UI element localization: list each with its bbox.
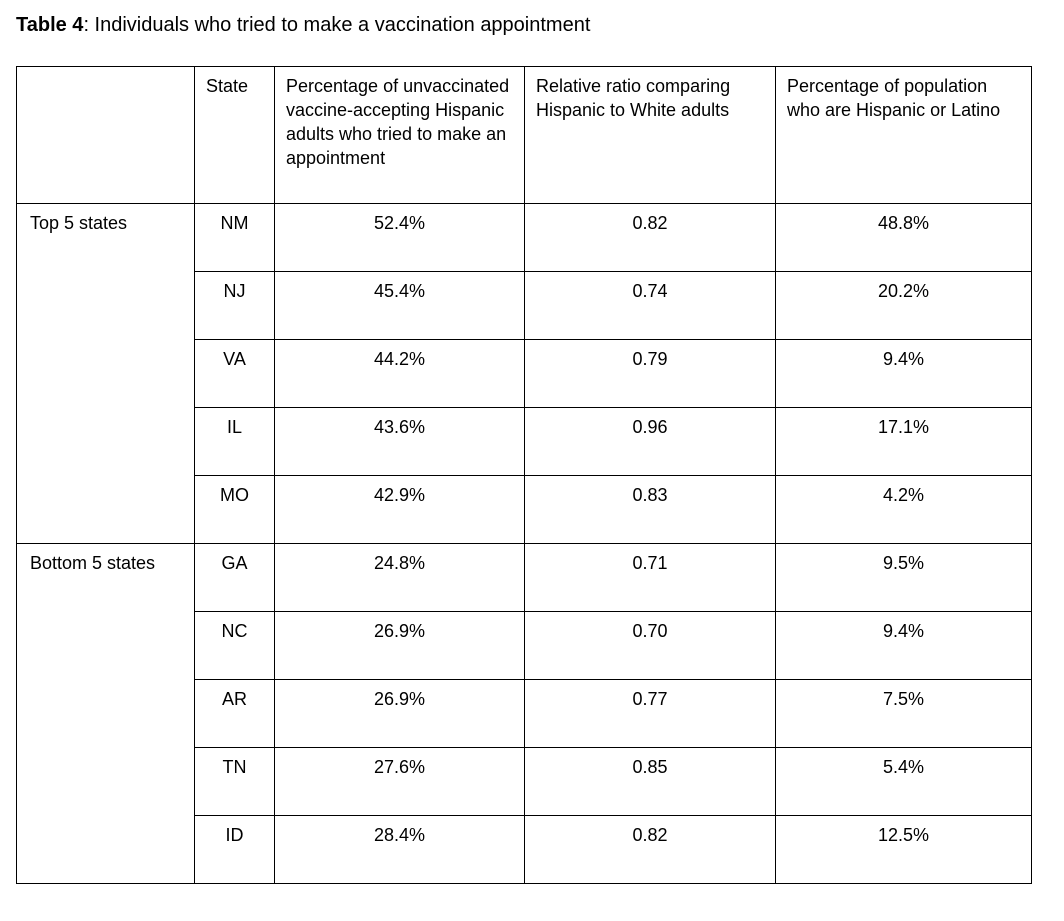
state-cell: IL — [194, 407, 275, 476]
pct-tried-cell: 27.6% — [274, 747, 525, 816]
table-row: ID 28.4% 0.82 12.5% — [17, 815, 1032, 884]
pct-tried-cell: 42.9% — [274, 475, 525, 544]
vaccination-appointment-table: State Percentage of unvaccinated vaccine… — [16, 66, 1032, 884]
header-pct-tried-appointment: Percentage of unvaccinated vaccine-accep… — [274, 66, 525, 204]
pct-population-cell: 20.2% — [775, 271, 1032, 340]
pct-population-cell: 12.5% — [775, 815, 1032, 884]
pct-tried-cell: 52.4% — [274, 203, 525, 272]
state-cell: NJ — [194, 271, 275, 340]
table-row: Bottom 5 states GA 24.8% 0.71 9.5% — [16, 543, 1032, 884]
header-row: State Percentage of unvaccinated vaccine… — [16, 66, 1032, 204]
ratio-cell: 0.74 — [524, 271, 776, 340]
ratio-cell: 0.71 — [524, 543, 776, 612]
table-caption-text: : Individuals who tried to make a vaccin… — [83, 14, 591, 36]
table-row: MO 42.9% 0.83 4.2% — [17, 475, 1032, 544]
ratio-cell: 0.82 — [524, 203, 776, 272]
table-caption: Table 4: Individuals who tried to make a… — [16, 13, 1048, 37]
table-row: VA 44.2% 0.79 9.4% — [17, 339, 1032, 408]
pct-population-cell: 5.4% — [775, 747, 1032, 816]
ratio-cell: 0.70 — [524, 611, 776, 680]
pct-population-cell: 7.5% — [775, 679, 1032, 748]
header-group — [16, 66, 195, 204]
table-row: Top 5 states NM 52.4% 0.82 48.8% — [16, 203, 1032, 544]
state-cell: NC — [194, 611, 275, 680]
table-row: AR 26.9% 0.77 7.5% — [17, 679, 1032, 748]
pct-population-cell: 17.1% — [775, 407, 1032, 476]
ratio-cell: 0.96 — [524, 407, 776, 476]
table-row: NJ 45.4% 0.74 20.2% — [17, 271, 1032, 340]
state-cell: AR — [194, 679, 275, 748]
pct-tried-cell: 43.6% — [274, 407, 525, 476]
pct-population-cell: 9.5% — [775, 543, 1032, 612]
table-row: TN 27.6% 0.85 5.4% — [17, 747, 1032, 816]
pct-population-cell: 48.8% — [775, 203, 1032, 272]
pct-tried-cell: 26.9% — [274, 679, 525, 748]
state-cell: TN — [194, 747, 275, 816]
ratio-cell: 0.79 — [524, 339, 776, 408]
pct-tried-cell: 45.4% — [274, 271, 525, 340]
pct-tried-cell: 26.9% — [274, 611, 525, 680]
ratio-cell: 0.83 — [524, 475, 776, 544]
pct-tried-cell: 24.8% — [274, 543, 525, 612]
table-caption-label: Table 4 — [16, 14, 84, 36]
pct-population-cell: 4.2% — [775, 475, 1032, 544]
state-cell: ID — [194, 815, 275, 884]
state-cell: NM — [194, 203, 275, 272]
pct-population-cell: 9.4% — [775, 611, 1032, 680]
table-row: NC 26.9% 0.70 9.4% — [17, 611, 1032, 680]
pct-population-cell: 9.4% — [775, 339, 1032, 408]
pct-tried-cell: 44.2% — [274, 339, 525, 408]
ratio-cell: 0.77 — [524, 679, 776, 748]
group-label-cell: Top 5 states — [16, 203, 195, 544]
pct-tried-cell: 28.4% — [274, 815, 525, 884]
header-pct-population: Percentage of population who are Hispani… — [775, 66, 1032, 204]
table-row: IL 43.6% 0.96 17.1% — [17, 407, 1032, 476]
state-cell: MO — [194, 475, 275, 544]
header-relative-ratio: Relative ratio comparing Hispanic to Whi… — [524, 66, 776, 204]
ratio-cell: 0.85 — [524, 747, 776, 816]
header-state: State — [194, 66, 275, 204]
state-cell: VA — [194, 339, 275, 408]
page: Table 4: Individuals who tried to make a… — [16, 13, 1048, 884]
group-label-cell: Bottom 5 states — [16, 543, 195, 884]
state-cell: GA — [194, 543, 275, 612]
table-body: Top 5 states NM 52.4% 0.82 48.8% NJ 45.4% 0.74 2… — [16, 203, 1032, 884]
ratio-cell: 0.82 — [524, 815, 776, 884]
